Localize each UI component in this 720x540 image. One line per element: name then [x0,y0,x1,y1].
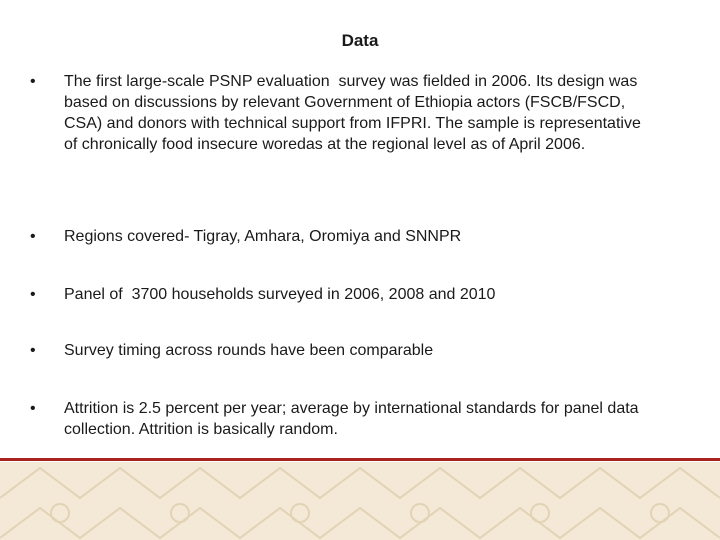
decorative-band [0,458,720,540]
bullet-text: The first large-scale PSNP evaluation su… [64,73,646,153]
bullet-item: • Attrition is 2.5 percent per year; aver… [30,398,650,440]
bullet-text: Attrition is 2.5 percent per year; avera… [64,400,644,438]
bullet-text: Panel of 3700 households surveyed in 200… [64,286,496,303]
bullet-text: Regions covered- Tigray, Amhara, Oromiya… [64,228,462,245]
bullet-item: • Survey timing across rounds have been c… [30,340,650,361]
bullet-item: • Panel of 3700 households surveyed in 20… [30,284,650,305]
bullet-item: • The first large-scale PSNP evaluation s… [30,71,650,155]
bullet-text: Survey timing across rounds have been co… [64,342,434,359]
bullet-item: • Regions covered- Tigray, Amhara, Oromiy… [30,226,650,247]
slide-title: Data [341,31,379,50]
